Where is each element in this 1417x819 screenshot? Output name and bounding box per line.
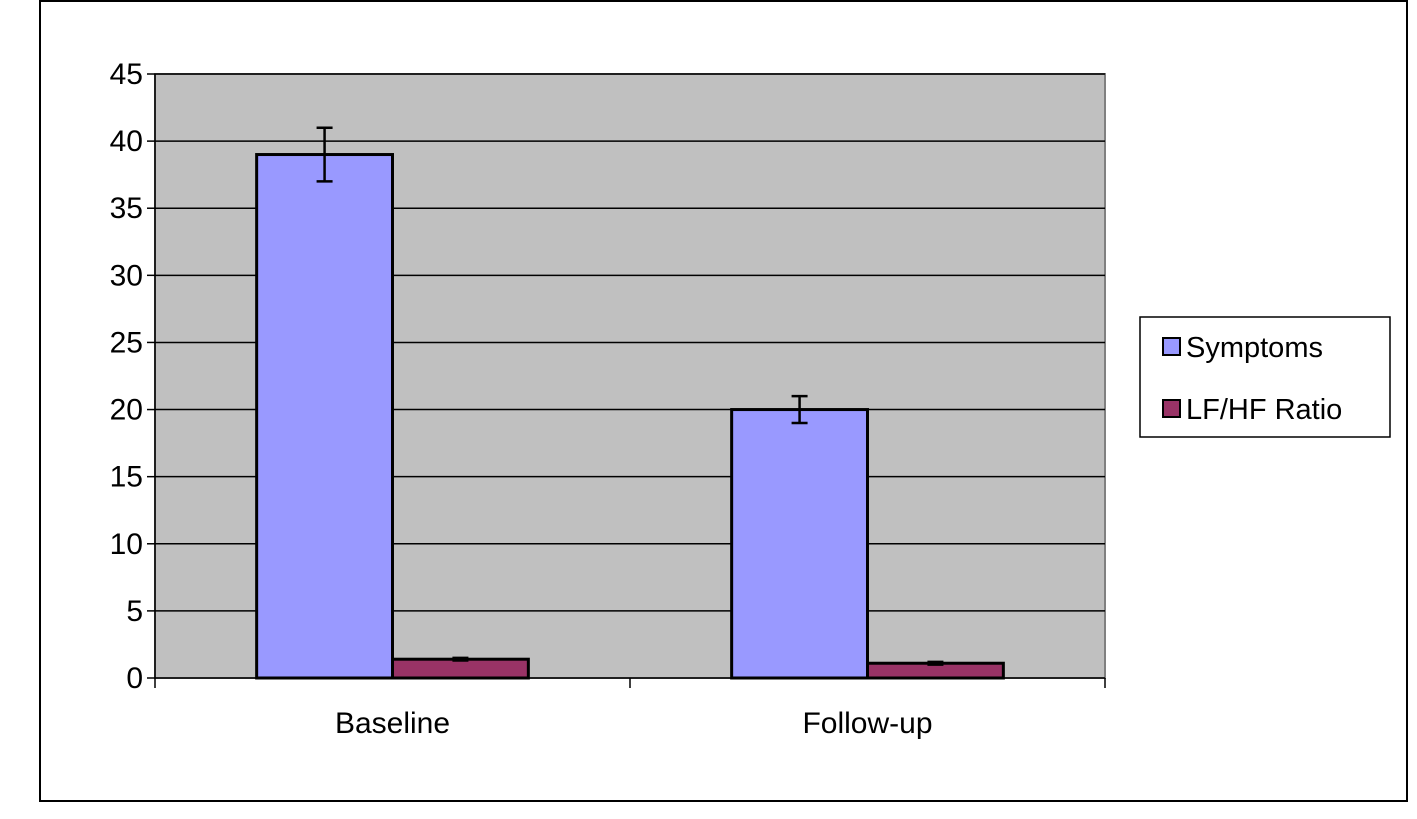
y-tick-labels: 0 5 10 15 20 25 30 35 40 45 — [110, 58, 143, 695]
x-tick-labels: Baseline Follow-up — [335, 707, 933, 740]
y-tick-label: 25 — [110, 326, 143, 359]
y-tick-label: 5 — [126, 595, 143, 628]
y-tick-label: 40 — [110, 125, 143, 158]
x-tick-label: Follow-up — [802, 707, 932, 740]
y-tick-label: 35 — [110, 192, 143, 225]
y-tick-label: 15 — [110, 461, 143, 494]
legend-label: Symptoms — [1186, 332, 1323, 364]
legend-swatch — [1162, 337, 1181, 356]
legend-box — [1139, 316, 1391, 438]
bars — [255, 153, 1005, 680]
legend-label: LF/HF Ratio — [1186, 394, 1342, 426]
x-tick-label: Baseline — [335, 707, 450, 740]
legend-swatch — [1162, 399, 1181, 418]
y-tick-label: 30 — [110, 259, 143, 292]
y-tick-label: 20 — [110, 394, 143, 427]
y-tick-label: 10 — [110, 528, 143, 561]
bar-follow-up-0 — [730, 408, 870, 680]
bar-baseline-1 — [391, 657, 530, 680]
bar-baseline-0 — [255, 153, 394, 680]
error-bars — [316, 126, 944, 666]
axes — [147, 73, 1106, 688]
y-tick-label: 0 — [126, 662, 143, 695]
legend: Symptoms LF/HF Ratio — [1139, 316, 1391, 438]
y-tick-label: 45 — [110, 58, 143, 91]
